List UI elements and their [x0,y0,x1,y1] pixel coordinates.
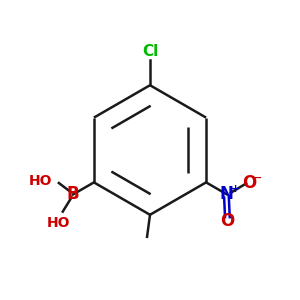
Text: +: + [231,184,240,194]
Text: N: N [220,185,233,203]
Text: O: O [220,212,235,230]
Text: B: B [67,185,79,203]
Text: −: − [253,172,262,183]
Text: HO: HO [46,216,70,230]
Text: HO: HO [29,174,52,188]
Text: Cl: Cl [142,44,158,59]
Text: O: O [242,174,256,192]
